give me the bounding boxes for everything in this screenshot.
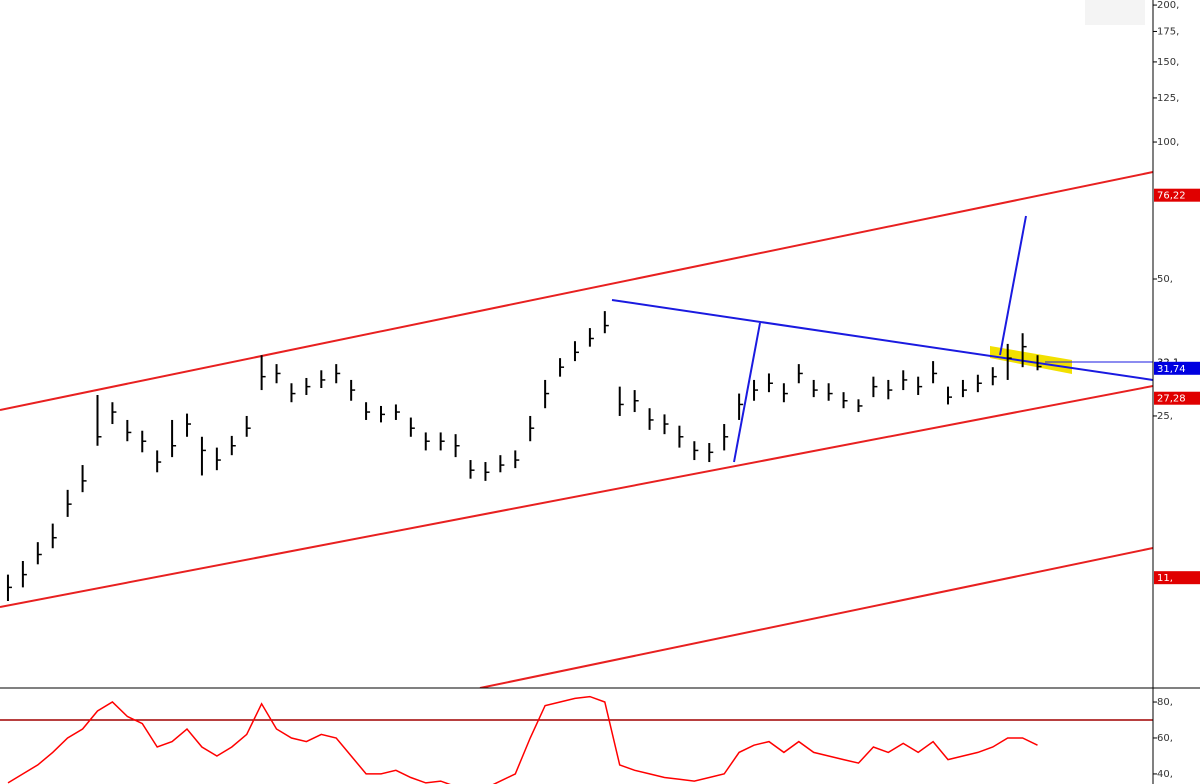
- y-tick-label: 100,: [1157, 137, 1179, 148]
- bars: [6, 311, 1042, 602]
- channel-lower: [479, 547, 1153, 688]
- channel-middle: [0, 385, 1153, 608]
- y-tick-label: 150,: [1157, 57, 1179, 68]
- trendline: [999, 215, 1027, 356]
- price-label-box: [1154, 361, 1200, 375]
- highlight: [990, 346, 1072, 374]
- price-label-box: [1154, 188, 1200, 202]
- y-tick-label: 40,: [1157, 769, 1173, 780]
- y-tick-label: 60,: [1157, 733, 1173, 744]
- trendline: [611, 299, 1153, 381]
- channel-upper: [0, 171, 1153, 411]
- axis: 200,175,150,125,100,50,25,76,2232,131,74…: [1153, 0, 1200, 780]
- rsi-line: [7, 695, 1038, 784]
- y-tick-label: 175,: [1157, 26, 1179, 37]
- drawings: [0, 171, 1153, 688]
- price-label: 31,74: [1157, 364, 1186, 375]
- y-tick-label: 200,: [1157, 0, 1179, 11]
- price-label-box: [1154, 391, 1200, 405]
- price-label: 76,22: [1157, 191, 1186, 202]
- price-label: 11,: [1157, 573, 1173, 584]
- y-tick-label: 125,: [1157, 93, 1179, 104]
- y-tick-label: 80,: [1157, 697, 1173, 708]
- rsi-panel: [0, 695, 1153, 784]
- price-label: 27,28: [1157, 394, 1186, 405]
- corner-shade: [1085, 0, 1145, 25]
- trendline: [733, 322, 761, 463]
- y-tick-label: 50,: [1157, 274, 1173, 285]
- price-label-box: [1154, 571, 1200, 585]
- y-tick-label: 25,: [1157, 411, 1173, 422]
